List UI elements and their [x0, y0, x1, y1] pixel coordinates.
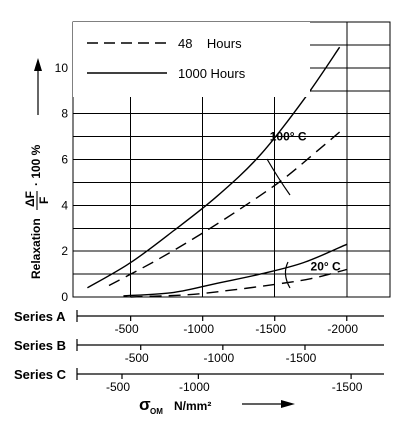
secondary-axis-tick-label: -1000	[183, 322, 214, 336]
series-line-100c-solid	[87, 46, 341, 289]
x-axis-symbol: σ	[139, 395, 151, 414]
annotation-arc-20c	[284, 261, 291, 289]
legend-label-solid: 1000 Hours	[178, 66, 246, 81]
y-axis-title: Relaxation ΔF F · 100 %	[23, 58, 51, 279]
legend-label-dashed: 48 Hours	[178, 36, 242, 51]
annotation-label-100c: 100° C	[270, 130, 307, 144]
curves: 100° C 20° C	[87, 46, 348, 298]
y-tick-label: 8	[61, 107, 68, 121]
annotation-arc-100c	[266, 158, 291, 196]
series-line-20c-dashed	[130, 268, 347, 298]
x-axis-subscript: OM	[150, 407, 163, 416]
y-tick-label: 4	[61, 198, 68, 212]
legend-box	[73, 22, 310, 97]
y-axis-formula-denominator: F	[37, 197, 51, 204]
y-tick-label: 6	[61, 153, 68, 167]
y-tick-label: 10	[55, 61, 69, 75]
y-tick-label: 2	[61, 244, 68, 258]
annotation-label-20c: 20° C	[311, 259, 341, 273]
series-line-20c-solid	[123, 243, 348, 297]
secondary-axis-tick-label: -1000	[179, 380, 210, 394]
secondary-axis-tick-label: -2000	[327, 322, 358, 336]
secondary-axis-tick-label: -500	[115, 322, 139, 336]
secondary-axis-tick-label: -500	[125, 351, 149, 365]
series-line-100c-dashed	[108, 131, 341, 287]
secondary-axis-tick-label: -1500	[255, 322, 286, 336]
x-axis-title: σ OM N/mm²	[139, 395, 295, 416]
y-axis-formula-numerator: ΔF	[23, 191, 37, 207]
legend: 48 Hours 1000 Hours	[73, 22, 310, 97]
y-axis-label: Relaxation	[29, 218, 43, 279]
secondary-axis-tick-label: -500	[106, 380, 130, 394]
secondary-axis-tick-label: -1500	[286, 351, 317, 365]
y-tick-label: 0	[61, 290, 68, 304]
secondary-axis-tick-label: -1500	[332, 380, 363, 394]
secondary-axis-name: Series B	[14, 338, 66, 353]
secondary-axis-name: Series A	[14, 309, 66, 324]
x-axis-arrow-head	[281, 400, 295, 408]
axes: 0 2 4 6 8 10 Series A -500 -1000 -1500 -2000 Series…	[14, 61, 384, 394]
secondary-axis-tick-label: -1000	[204, 351, 235, 365]
y-axis-formula-suffix: · 100 %	[29, 144, 43, 186]
x-axis-unit: N/mm²	[174, 399, 211, 413]
secondary-axis-name: Series C	[14, 367, 67, 382]
y-axis-arrow-head	[34, 58, 42, 71]
